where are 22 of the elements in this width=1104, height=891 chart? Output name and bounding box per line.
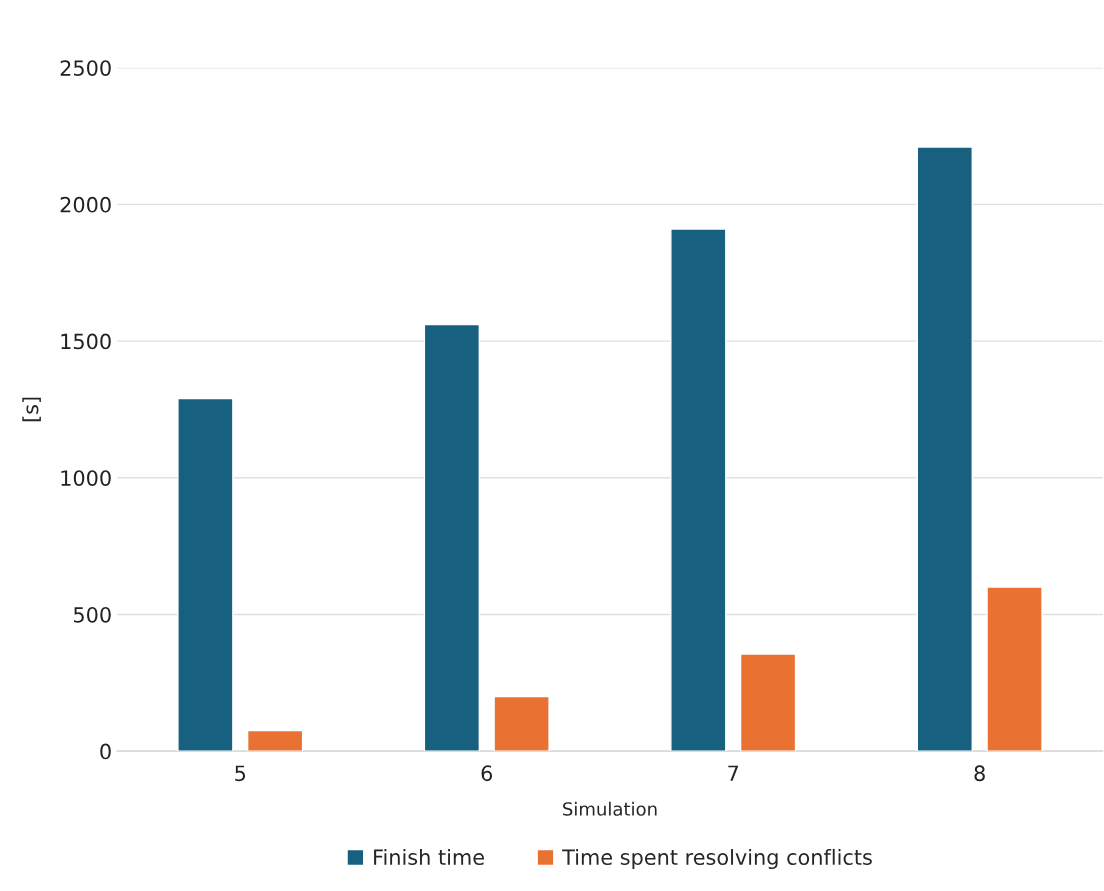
x-tick-label: 5 [235, 765, 246, 782]
y-tick-label: 0 [100, 743, 111, 760]
x-axis-title: Simulation [563, 801, 657, 816]
y-tick-label: 500 [74, 606, 111, 623]
bar [916, 146, 973, 752]
bar [670, 228, 727, 752]
bar [423, 323, 481, 752]
legend-label: Finish time [374, 848, 484, 866]
y-tick-label: 2500 [60, 60, 111, 76]
bar [493, 695, 550, 752]
bar [177, 397, 234, 752]
x-tick-label: 7 [728, 765, 739, 781]
bar [739, 653, 797, 752]
x-tick-label: 6 [481, 765, 493, 782]
legend-label: Time spent resolving conflicts [562, 848, 872, 870]
y-tick-label: 2000 [60, 196, 111, 213]
bar [986, 586, 1043, 752]
y-axis-title: [s] [22, 397, 41, 422]
bar [246, 729, 304, 752]
y-tick-label: 1000 [61, 470, 111, 486]
y-tick-label: 1500 [61, 333, 111, 350]
x-tick-label: 8 [974, 765, 985, 782]
